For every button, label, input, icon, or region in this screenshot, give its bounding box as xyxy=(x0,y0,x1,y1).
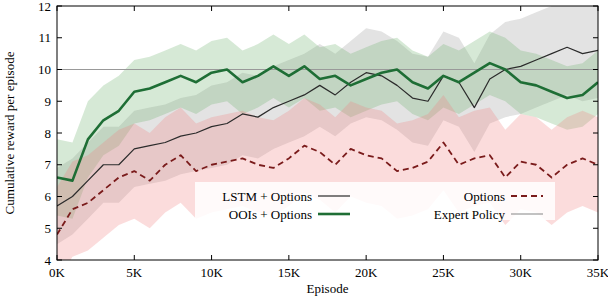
x-tick-label: 5K xyxy=(126,265,143,280)
legend-swatch xyxy=(318,213,350,216)
y-tick xyxy=(593,164,598,165)
legend-label: LSTM + Options xyxy=(222,189,312,204)
x-tick xyxy=(57,255,58,260)
y-tick xyxy=(57,260,62,261)
error-band xyxy=(57,95,598,260)
x-axis-label: Episode xyxy=(307,281,349,296)
y-tick xyxy=(593,196,598,197)
y-tick-label: 12 xyxy=(38,0,51,14)
y-tick-label: 4 xyxy=(45,253,52,268)
x-tick xyxy=(211,255,212,260)
legend-swatch xyxy=(511,213,543,214)
x-tick xyxy=(520,255,521,260)
y-tick-label: 5 xyxy=(45,221,52,236)
y-tick-label: 11 xyxy=(38,30,51,45)
x-tick xyxy=(443,6,444,11)
x-tick-label: 15K xyxy=(278,265,301,280)
series-line xyxy=(57,63,598,180)
y-tick xyxy=(593,228,598,229)
x-tick-label: 10K xyxy=(200,265,223,280)
y-tick-label: 6 xyxy=(45,189,52,204)
x-tick-label: 35K xyxy=(587,265,608,280)
x-tick xyxy=(366,255,367,260)
x-tick-label: 0K xyxy=(49,265,66,280)
y-tick xyxy=(57,101,62,102)
x-tick xyxy=(134,6,135,11)
x-tick xyxy=(598,6,599,11)
x-tick xyxy=(134,255,135,260)
series-line xyxy=(57,69,598,70)
x-tick xyxy=(211,6,212,11)
y-tick xyxy=(57,37,62,38)
y-tick xyxy=(57,196,62,197)
legend: LSTM + Options OOIs + Options Options Exper… xyxy=(195,182,555,222)
y-tick xyxy=(593,69,598,70)
y-tick xyxy=(57,6,62,7)
x-tick xyxy=(520,6,521,11)
x-tick xyxy=(57,6,58,11)
y-tick xyxy=(593,37,598,38)
series-line xyxy=(57,143,598,235)
x-tick-label: 30K xyxy=(510,265,533,280)
chart: 0K 5K 10K 15K 20K 25K 30K 35K 4 5 6 7 8 9 10 11 12 Episod… xyxy=(0,0,608,298)
y-tick xyxy=(593,260,598,261)
y-tick xyxy=(57,164,62,165)
y-tick xyxy=(593,133,598,134)
x-tick-label: 20K xyxy=(355,265,378,280)
y-tick xyxy=(57,228,62,229)
plot-data xyxy=(57,6,598,260)
x-tick xyxy=(366,6,367,11)
x-tick xyxy=(598,255,599,260)
legend-label: OOIs + Options xyxy=(229,207,312,222)
y-tick xyxy=(593,6,598,7)
legend-swatch xyxy=(318,195,350,196)
y-tick-label: 9 xyxy=(45,94,52,109)
y-tick xyxy=(593,101,598,102)
x-tick xyxy=(288,6,289,11)
legend-label: Options xyxy=(464,189,505,204)
y-tick-label: 8 xyxy=(45,126,52,141)
y-tick xyxy=(57,69,62,70)
legend-swatch xyxy=(511,195,543,197)
y-tick xyxy=(57,133,62,134)
y-axis-label: Cumulative reward per episode xyxy=(2,51,17,214)
frame xyxy=(57,6,598,260)
y-tick-label: 10 xyxy=(38,62,51,77)
y-tick-label: 7 xyxy=(45,157,52,172)
x-tick xyxy=(443,255,444,260)
legend-label: Expert Policy xyxy=(434,207,506,222)
x-tick xyxy=(288,255,289,260)
x-tick-label: 25K xyxy=(432,265,455,280)
